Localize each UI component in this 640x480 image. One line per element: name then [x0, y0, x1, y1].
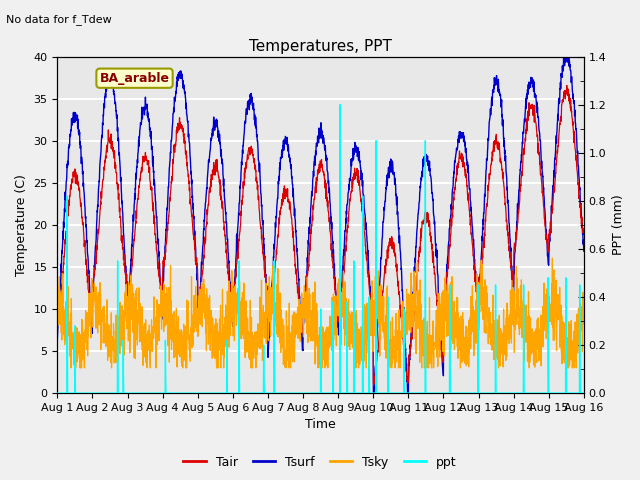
- Title: Temperatures, PPT: Temperatures, PPT: [249, 39, 392, 54]
- Y-axis label: Temperature (C): Temperature (C): [15, 174, 28, 276]
- Text: BA_arable: BA_arable: [99, 72, 170, 84]
- Text: No data for f_Tdew: No data for f_Tdew: [6, 14, 112, 25]
- X-axis label: Time: Time: [305, 419, 336, 432]
- Legend: Tair, Tsurf, Tsky, ppt: Tair, Tsurf, Tsky, ppt: [179, 451, 461, 474]
- Y-axis label: PPT (mm): PPT (mm): [612, 194, 625, 255]
